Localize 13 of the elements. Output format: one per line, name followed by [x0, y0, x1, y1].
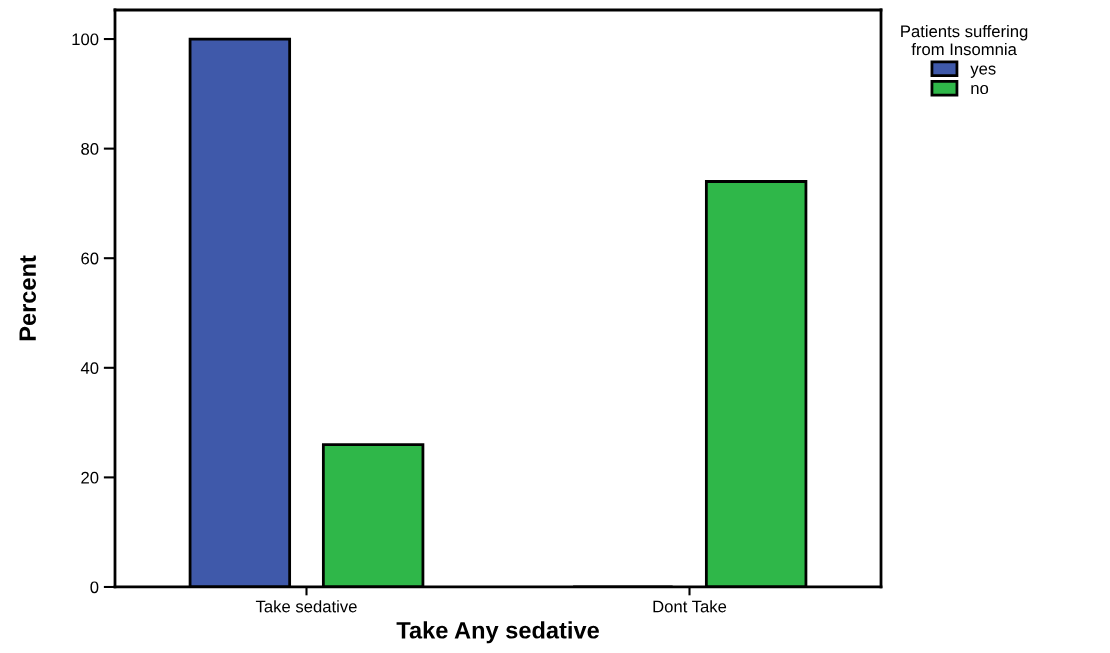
y-tick-label: 60: [81, 252, 99, 265]
legend-label: yes: [970, 65, 996, 78]
x-tick-label: Dont Take: [653, 600, 727, 613]
y-tick-label: 80: [81, 143, 99, 155]
y-tick-label: 0: [90, 581, 99, 594]
legend-label: no: [971, 84, 989, 95]
x-tick-label: Take sedative: [255, 600, 357, 613]
y-tick-label: 40: [80, 362, 99, 375]
y-tick-label: 100: [72, 33, 99, 46]
y-axis-title: Percent: [19, 255, 36, 341]
y-tick-label: 20: [81, 471, 99, 484]
legend-title: Patients suffering from Insomnia: [901, 24, 1028, 56]
x-axis-title: Take Any sedative: [396, 621, 599, 644]
